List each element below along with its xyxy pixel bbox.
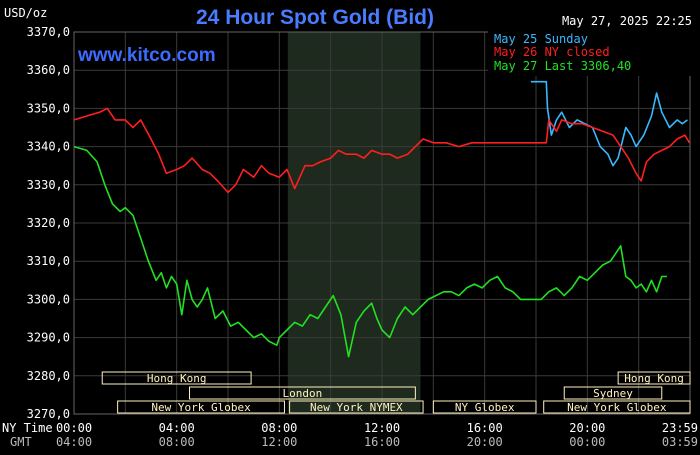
x-tick-label-gmt: 04:00 — [56, 435, 92, 449]
session-box-frame — [117, 400, 285, 414]
kitco-watermark: www.kitco.com — [77, 45, 216, 66]
series-may26-ny-closed — [73, 107, 691, 194]
x-tick-label-gmt: 03:59 — [662, 435, 698, 449]
session-box: Sydney — [563, 386, 663, 400]
session-box: New York Globex — [117, 400, 285, 414]
y-tick-label: 3280,0 — [27, 369, 70, 383]
x-tick-label-ny: 08:00 — [261, 421, 297, 435]
ny-time-row-label: NY Time — [2, 421, 53, 435]
legend: May 25 Sunday May 26 NY closed May 27 La… — [488, 31, 692, 76]
session-label: Hong Kong — [147, 372, 207, 385]
session-box-frame — [617, 371, 691, 385]
session-box-frame — [432, 400, 537, 414]
session-box: NY Globex — [432, 400, 537, 414]
x-tick-label-gmt: 08:00 — [159, 435, 195, 449]
x-tick-label-ny: 20:00 — [569, 421, 605, 435]
series-may25-sunday — [530, 80, 688, 167]
session-box: London — [189, 386, 416, 400]
legend-entry-ny-closed: May 26 NY closed — [494, 45, 610, 59]
y-tick-label: 3350,0 — [27, 101, 70, 115]
session-label: New York NYMEX — [310, 401, 403, 414]
y-tick-label: 3320,0 — [27, 216, 70, 230]
y-tick-label: 3340,0 — [27, 140, 70, 154]
y-tick-label: 3270,0 — [27, 407, 70, 421]
y-tick-label: 3360,0 — [27, 63, 70, 77]
x-tick-label-gmt: 16:00 — [364, 435, 400, 449]
y-tick-label: 3310,0 — [27, 254, 70, 268]
session-label: NY Globex — [455, 401, 515, 414]
session-label: London — [283, 387, 323, 400]
session-box: New York NYMEX — [289, 400, 424, 414]
plot-frame — [73, 31, 691, 415]
session-box-frame — [543, 400, 691, 414]
x-tick-label-gmt: 00:00 — [569, 435, 605, 449]
session-box-frame — [563, 386, 663, 400]
legend-entry-sunday: May 25 Sunday — [494, 32, 588, 46]
legend-box — [488, 31, 692, 76]
x-tick-label-ny: 16:00 — [467, 421, 503, 435]
x-tick-label-gmt: 12:00 — [261, 435, 297, 449]
x-tick-label-ny: 23:59 — [662, 421, 698, 435]
y-tick-label: 3290,0 — [27, 331, 70, 345]
session-label: Hong Kong — [624, 372, 684, 385]
timestamp: May 27, 2025 22:25 — [562, 14, 692, 28]
session-box-frame — [289, 400, 424, 414]
chart-title: 24 Hour Spot Gold (Bid) — [196, 6, 434, 29]
y-units-label: USD/oz — [4, 6, 47, 20]
legend-entry-last: May 27 Last 3306,40 — [494, 59, 631, 73]
session-label: New York Globex — [567, 401, 667, 414]
y-tick-label: 3370,0 — [27, 25, 70, 39]
session-box: Hong Kong — [101, 371, 252, 385]
gmt-row-label: GMT — [10, 435, 32, 449]
x-tick-label-ny: 12:00 — [364, 421, 400, 435]
y-tick-label: 3300,0 — [27, 292, 70, 306]
session-box-frame — [189, 386, 416, 400]
x-tick-label-gmt: 20:00 — [467, 435, 503, 449]
session-box: New York Globex — [543, 400, 691, 414]
session-label: New York Globex — [151, 401, 251, 414]
x-tick-label-ny: 00:00 — [56, 421, 92, 435]
series-may27-last — [73, 145, 667, 358]
session-label: Sydney — [593, 387, 633, 400]
y-tick-label: 3330,0 — [27, 178, 70, 192]
session-box: Hong Kong — [617, 371, 691, 385]
x-tick-label-ny: 04:00 — [159, 421, 195, 435]
session-box-frame — [101, 371, 252, 385]
